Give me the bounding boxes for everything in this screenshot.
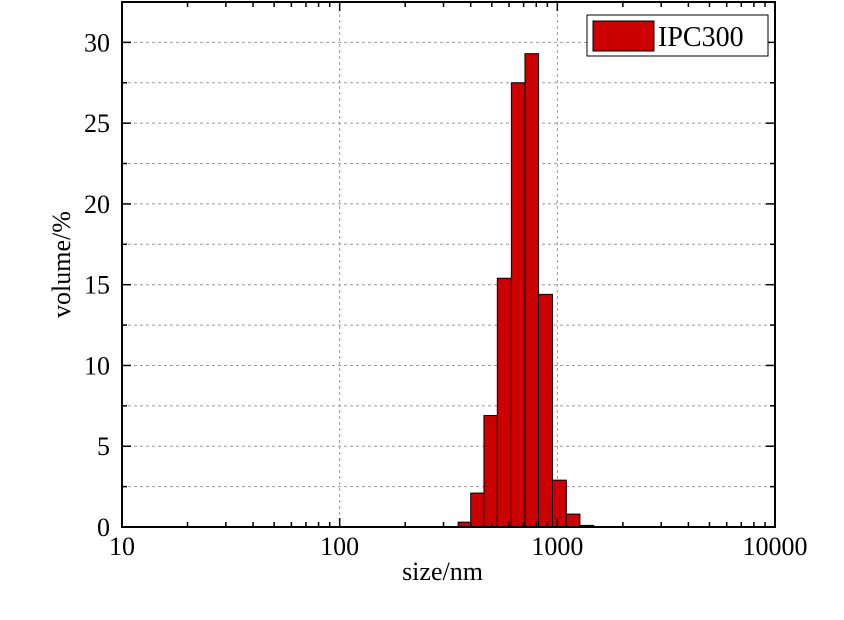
y-axis-title: volume/% — [47, 211, 76, 318]
x-tick-label: 10000 — [743, 532, 808, 561]
bar — [538, 293, 553, 528]
y-tick-label: 10 — [84, 351, 110, 380]
legend-swatch — [592, 20, 655, 52]
bar — [483, 415, 498, 528]
y-tick-label: 25 — [84, 109, 110, 138]
y-tick-label: 5 — [97, 432, 110, 461]
bar — [470, 492, 485, 528]
y-tick-label: 15 — [84, 271, 110, 300]
bar — [510, 82, 526, 528]
plot-frame — [121, 1, 776, 528]
legend-label: IPC300 — [658, 22, 744, 53]
bar — [524, 53, 540, 528]
bar — [496, 277, 512, 528]
x-axis-title: size/nm — [402, 557, 483, 586]
bar — [565, 513, 581, 528]
bars — [457, 53, 595, 528]
grid — [122, 2, 775, 527]
x-tick-label: 10 — [109, 532, 135, 561]
y-tick-label: 20 — [84, 190, 110, 219]
y-tick-label: 0 — [97, 513, 110, 542]
x-tick-labels: 10 100 1000 10000 — [109, 532, 808, 561]
ticks — [121, 2, 776, 528]
legend: IPC300 — [586, 14, 769, 57]
x-tick-label: 100 — [320, 532, 359, 561]
y-tick-labels: 0 5 10 15 20 25 30 — [84, 28, 110, 542]
y-tick-label: 30 — [84, 28, 110, 57]
x-tick-label: 1000 — [531, 532, 583, 561]
bar — [551, 479, 567, 528]
